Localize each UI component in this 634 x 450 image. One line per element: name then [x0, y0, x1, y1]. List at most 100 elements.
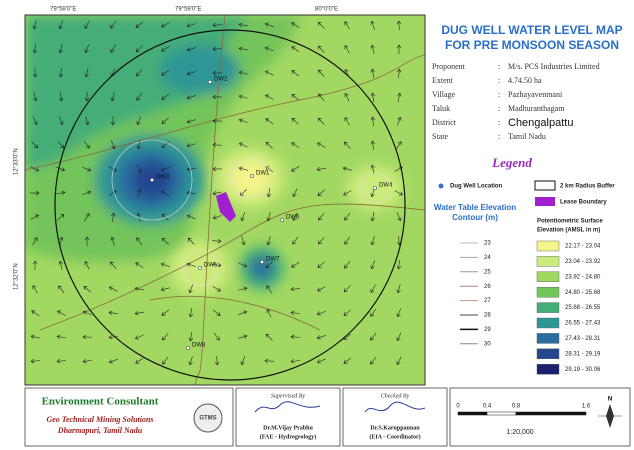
contour-line [111, 139, 193, 221]
flow-arrow [30, 214, 40, 220]
flow-arrow [291, 94, 300, 101]
flow-arrow [137, 188, 142, 198]
flow-arrow [30, 358, 41, 364]
sign-role: (EIA - Coordinator) [369, 433, 420, 440]
flow-arrow [108, 358, 118, 364]
flow-arrow [84, 213, 90, 222]
title: FOR PRE MONSOON SEASON [445, 38, 619, 52]
info-text: : [498, 118, 500, 127]
contour-label: 23 [484, 241, 491, 247]
flow-arrow [56, 358, 67, 364]
flow-arrow [291, 142, 300, 149]
well-label: DW3 [156, 175, 170, 181]
info-text: District [432, 118, 457, 127]
class-label: 22.17 - 23.04 [565, 244, 601, 250]
flow-arrow [161, 190, 170, 196]
flow-arrow [32, 20, 37, 30]
flow-arrow [186, 95, 196, 100]
lease-boundary [216, 192, 236, 222]
contour-line [229, 157, 271, 199]
info-text: Taluk [432, 104, 450, 113]
flow-arrow [59, 236, 64, 246]
flow-arrow [318, 236, 325, 245]
flow-arrow [161, 69, 170, 76]
company: Dharmapuri, Tamil Nadu [57, 426, 143, 435]
flow-arrow [317, 21, 325, 29]
legend-heading: Contour (m) [452, 213, 498, 222]
logo [193, 403, 223, 433]
flow-arrow [58, 44, 63, 54]
contour-label: 26 [484, 284, 491, 290]
flow-arrow [136, 116, 142, 126]
flow-arrow [238, 46, 248, 51]
flow-arrow [212, 191, 222, 196]
sign-heading: Supervised By [271, 393, 305, 399]
flow-arrow [370, 68, 376, 78]
flow-arrow [58, 285, 65, 294]
flow-arrow [238, 70, 248, 75]
flow-arrow [370, 164, 375, 174]
flow-arrow [264, 70, 274, 76]
flow-arrow [161, 237, 169, 245]
class-swatch [536, 317, 560, 329]
info-text: Tamil Nadu [508, 132, 546, 141]
flow-arrow [394, 190, 403, 196]
flow-arrow [56, 334, 66, 340]
class-swatch [536, 302, 560, 313]
legend-text: Dug Well Location [450, 184, 503, 190]
flow-arrow [266, 308, 272, 318]
contour-label: 24 [484, 255, 491, 261]
north-label: N [608, 397, 612, 403]
dug-well [372, 185, 378, 191]
logo-mark: GTMS [199, 416, 216, 422]
class-label: 26.55 - 27.43 [565, 321, 601, 327]
flow-arrow [342, 166, 352, 171]
coord-label: 80°0'0"E [315, 7, 338, 13]
coord-label: 79°58'0"E [50, 7, 76, 13]
class-swatch [536, 333, 560, 344]
flow-arrow [316, 358, 326, 364]
flow-arrow [186, 47, 196, 52]
flow-arrow [212, 118, 223, 124]
flow-arrow [161, 309, 170, 316]
flow-arrow [111, 212, 116, 222]
flow-arrow [264, 46, 274, 52]
info-text: Madhuranthagam [508, 104, 565, 113]
flow-arrow [291, 70, 300, 77]
flow-arrow [290, 310, 300, 316]
class-swatch [536, 348, 560, 359]
flow-arrow [33, 92, 38, 102]
dug-well [185, 345, 191, 351]
flow-arrow [238, 310, 248, 316]
class-label: 23.04 - 23.92 [565, 259, 601, 265]
flow-arrow [136, 68, 143, 77]
flow-arrow [370, 116, 376, 127]
flow-arrow [396, 235, 402, 246]
flow-arrow [239, 189, 247, 197]
flow-arrow [82, 310, 92, 316]
class-swatch [536, 240, 560, 252]
flow-arrow [82, 190, 92, 196]
flow-arrow [238, 142, 248, 148]
flow-arrow [110, 261, 117, 269]
flow-arrow [316, 310, 326, 316]
flow-arrow [108, 190, 117, 197]
flow-arrow [344, 21, 350, 30]
flow-arrow [343, 285, 351, 293]
buffer-circle [54, 29, 406, 381]
flow-arrow [266, 187, 272, 198]
flow-arrow [84, 68, 89, 78]
flow-arrow [32, 67, 38, 78]
scale-segment [457, 411, 488, 416]
flow-arrow [212, 94, 223, 100]
map-area [25, 15, 425, 385]
signature [364, 401, 426, 413]
flow-arrow [290, 358, 300, 364]
flow-arrow [57, 310, 66, 316]
flow-arrow [161, 93, 170, 100]
flow-arrow [211, 238, 222, 244]
sign-name: Dr.S.Karuppannan [370, 425, 420, 431]
flow-arrow [317, 142, 326, 148]
contour-line [182, 250, 218, 286]
flow-arrow [85, 116, 90, 126]
